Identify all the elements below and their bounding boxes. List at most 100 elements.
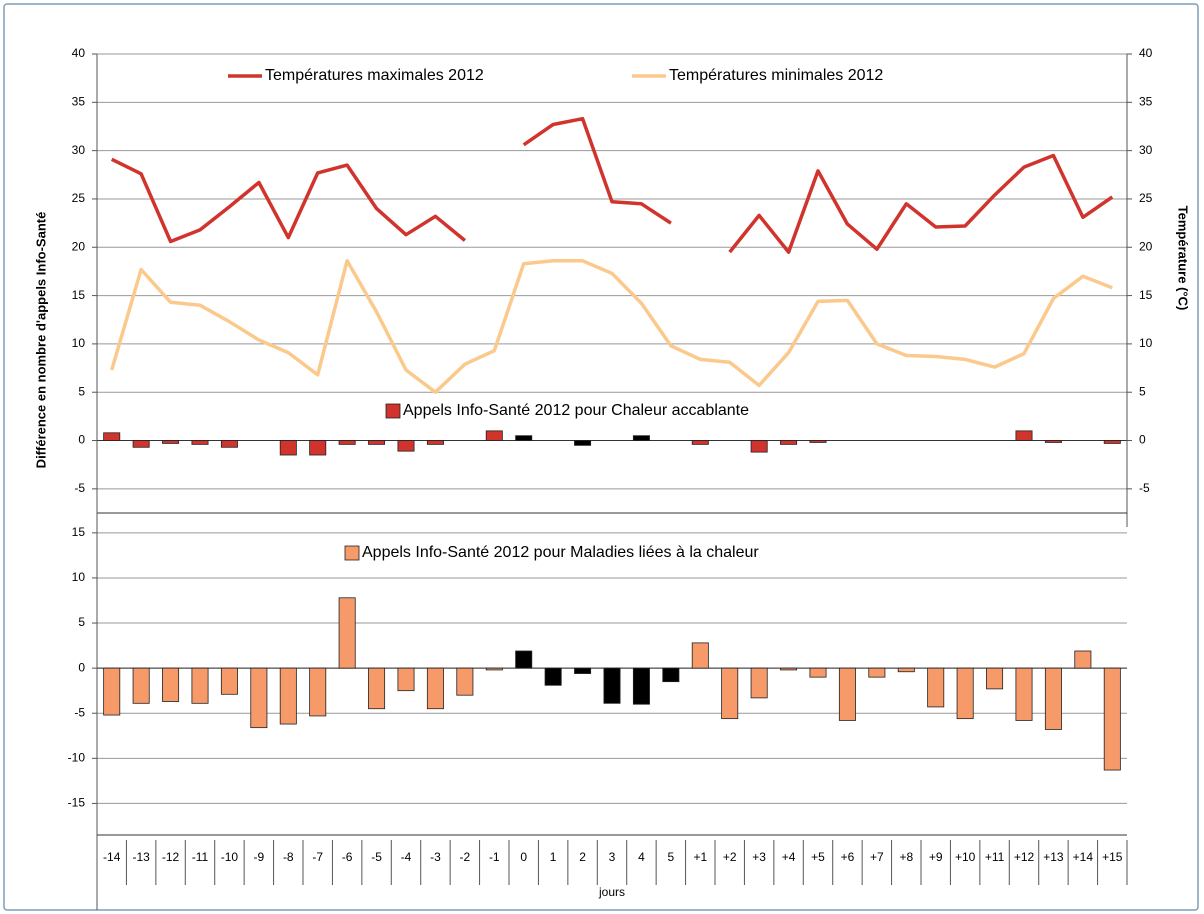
y-tick-label: -15 bbox=[68, 796, 86, 810]
y-tick-label: 0 bbox=[78, 433, 85, 447]
bar bbox=[162, 440, 180, 444]
y2-tick-label: 30 bbox=[1139, 143, 1153, 157]
bar bbox=[338, 597, 356, 669]
bar bbox=[691, 440, 709, 445]
bar bbox=[250, 667, 268, 729]
x-tick-label: -4 bbox=[401, 850, 412, 864]
bar bbox=[191, 440, 209, 445]
y2-tick-label: 40 bbox=[1139, 46, 1153, 60]
bar bbox=[338, 440, 356, 445]
x-tick-label: -2 bbox=[460, 850, 471, 864]
x-tick-label: -5 bbox=[371, 850, 382, 864]
bar bbox=[632, 435, 650, 441]
bar bbox=[897, 667, 915, 673]
bar bbox=[279, 440, 297, 456]
y-tick-label: 20 bbox=[72, 239, 86, 253]
x-tick-label: +3 bbox=[752, 850, 766, 864]
legend-label: Appels Info-Santé 2012 pour Chaleur acca… bbox=[403, 402, 749, 419]
bar bbox=[780, 440, 798, 445]
x-tick-label: +1 bbox=[693, 850, 707, 864]
bar bbox=[132, 667, 150, 704]
bar bbox=[515, 650, 533, 669]
y2-axis-title: Température (°C) bbox=[1176, 206, 1191, 311]
x-tick-label: -8 bbox=[283, 850, 294, 864]
bar bbox=[220, 440, 238, 448]
bar bbox=[721, 667, 739, 720]
x-tick-label: +8 bbox=[899, 850, 913, 864]
bar bbox=[544, 667, 562, 686]
bar bbox=[662, 667, 680, 683]
y2-tick-label: 0 bbox=[1139, 433, 1146, 447]
y-tick-label: 10 bbox=[72, 570, 86, 584]
y2-tick-label: -5 bbox=[1139, 481, 1150, 495]
bar bbox=[515, 435, 533, 441]
bar bbox=[927, 667, 945, 708]
bar bbox=[838, 667, 856, 721]
bar bbox=[426, 440, 444, 445]
y-axis-title: Différence en nombre d'appels Info-Santé bbox=[33, 212, 48, 469]
bar bbox=[103, 432, 121, 441]
bar bbox=[485, 667, 503, 671]
bar bbox=[1044, 667, 1062, 730]
bar bbox=[426, 667, 444, 710]
x-tick-label: 0 bbox=[520, 850, 527, 864]
bar bbox=[103, 667, 121, 716]
x-tick-label: -6 bbox=[342, 850, 353, 864]
y-tick-label: 30 bbox=[72, 143, 86, 157]
y-tick-label: 25 bbox=[72, 191, 86, 205]
x-tick-label: -11 bbox=[192, 850, 209, 864]
y-tick-label: 5 bbox=[78, 615, 85, 629]
x-axis-title: jours bbox=[598, 885, 625, 899]
bar bbox=[1044, 440, 1062, 443]
x-tick-label: +10 bbox=[955, 850, 976, 864]
y2-tick-label: 15 bbox=[1139, 288, 1153, 302]
x-tick-label: -9 bbox=[254, 850, 265, 864]
bar bbox=[220, 667, 238, 695]
bar bbox=[574, 667, 592, 674]
bar bbox=[603, 667, 621, 704]
legend-swatch bbox=[385, 403, 401, 419]
bar bbox=[780, 667, 798, 671]
y-tick-label: 35 bbox=[72, 94, 86, 108]
line-series bbox=[110, 259, 1113, 394]
bar bbox=[986, 667, 1004, 690]
bar bbox=[397, 440, 415, 452]
bar bbox=[309, 440, 327, 456]
bar bbox=[309, 667, 327, 717]
y-tick-label: 5 bbox=[78, 384, 85, 398]
x-tick-label: +6 bbox=[841, 850, 855, 864]
bar bbox=[1103, 667, 1121, 771]
bar bbox=[1103, 440, 1121, 444]
x-tick-label: 5 bbox=[668, 850, 675, 864]
bar bbox=[1015, 430, 1033, 441]
bar bbox=[809, 667, 827, 678]
frame bbox=[3, 3, 1199, 911]
line-series bbox=[110, 116, 1114, 254]
bar bbox=[750, 667, 768, 699]
y-tick-label: 15 bbox=[72, 288, 86, 302]
x-tick-label: +5 bbox=[811, 850, 825, 864]
x-tick-label: -1 bbox=[489, 850, 500, 864]
bar bbox=[368, 667, 386, 710]
y-tick-label: 40 bbox=[72, 46, 86, 60]
bar bbox=[485, 430, 503, 441]
legend-label: Appels Info-Santé 2012 pour Maladies lié… bbox=[362, 544, 759, 561]
bar bbox=[279, 667, 297, 725]
y2-tick-label: 25 bbox=[1139, 191, 1153, 205]
x-tick-label: +7 bbox=[870, 850, 884, 864]
bar bbox=[132, 440, 150, 448]
y-tick-label: -5 bbox=[74, 705, 85, 719]
x-tick-label: +13 bbox=[1043, 850, 1064, 864]
x-tick-label: +2 bbox=[723, 850, 737, 864]
legend-swatch bbox=[344, 545, 360, 561]
x-tick-label: +14 bbox=[1073, 850, 1094, 864]
x-tick-label: +9 bbox=[929, 850, 943, 864]
x-tick-label: 1 bbox=[550, 850, 557, 864]
x-tick-label: -12 bbox=[162, 850, 180, 864]
y2-tick-label: 10 bbox=[1139, 336, 1153, 350]
x-tick-label: 4 bbox=[638, 850, 645, 864]
bar bbox=[1015, 667, 1033, 721]
y2-tick-label: 35 bbox=[1139, 94, 1153, 108]
bar bbox=[750, 440, 768, 453]
